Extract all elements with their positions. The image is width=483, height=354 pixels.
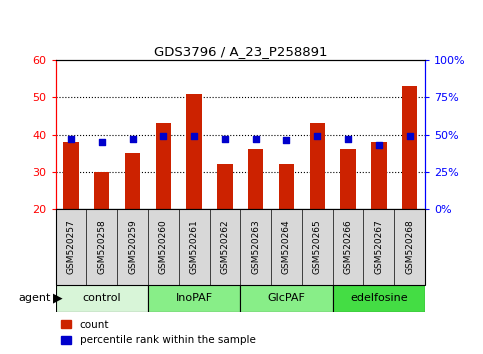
Text: GSM520263: GSM520263 bbox=[251, 219, 260, 274]
Bar bbox=[248, 149, 263, 209]
Bar bbox=[341, 149, 356, 209]
Text: GDS3796 / A_23_P258891: GDS3796 / A_23_P258891 bbox=[154, 45, 327, 58]
Bar bbox=[56, 285, 148, 312]
Bar bbox=[240, 285, 333, 312]
Point bbox=[344, 136, 352, 142]
Bar bbox=[402, 86, 417, 209]
Point bbox=[375, 142, 383, 148]
Bar bbox=[333, 285, 425, 312]
Text: edelfosine: edelfosine bbox=[350, 293, 408, 303]
Point bbox=[221, 136, 229, 142]
Text: GSM520260: GSM520260 bbox=[159, 219, 168, 274]
Text: GlcPAF: GlcPAF bbox=[268, 293, 305, 303]
Text: GSM520267: GSM520267 bbox=[374, 219, 384, 274]
Text: ▶: ▶ bbox=[53, 292, 63, 305]
Bar bbox=[63, 142, 79, 209]
Point bbox=[159, 133, 167, 139]
Point bbox=[252, 136, 259, 142]
Bar bbox=[94, 172, 110, 209]
Text: control: control bbox=[83, 293, 121, 303]
Bar bbox=[148, 285, 241, 312]
Point bbox=[190, 133, 198, 139]
Bar bbox=[125, 153, 140, 209]
Bar bbox=[186, 93, 202, 209]
Legend: count, percentile rank within the sample: count, percentile rank within the sample bbox=[61, 320, 256, 345]
Text: GSM520261: GSM520261 bbox=[190, 219, 199, 274]
Point bbox=[98, 139, 106, 145]
Bar bbox=[156, 123, 171, 209]
Point bbox=[128, 136, 136, 142]
Text: GSM520257: GSM520257 bbox=[67, 219, 75, 274]
Text: GSM520264: GSM520264 bbox=[282, 219, 291, 274]
Point bbox=[67, 136, 75, 142]
Point bbox=[313, 133, 321, 139]
Text: GSM520262: GSM520262 bbox=[220, 219, 229, 274]
Point bbox=[283, 138, 290, 143]
Text: GSM520268: GSM520268 bbox=[405, 219, 414, 274]
Bar bbox=[217, 164, 233, 209]
Text: agent: agent bbox=[18, 293, 51, 303]
Text: GSM520259: GSM520259 bbox=[128, 219, 137, 274]
Text: InoPAF: InoPAF bbox=[175, 293, 213, 303]
Text: GSM520266: GSM520266 bbox=[343, 219, 353, 274]
Text: GSM520258: GSM520258 bbox=[97, 219, 106, 274]
Bar bbox=[371, 142, 386, 209]
Point bbox=[406, 133, 413, 139]
Bar bbox=[310, 123, 325, 209]
Bar bbox=[279, 164, 294, 209]
Text: GSM520265: GSM520265 bbox=[313, 219, 322, 274]
